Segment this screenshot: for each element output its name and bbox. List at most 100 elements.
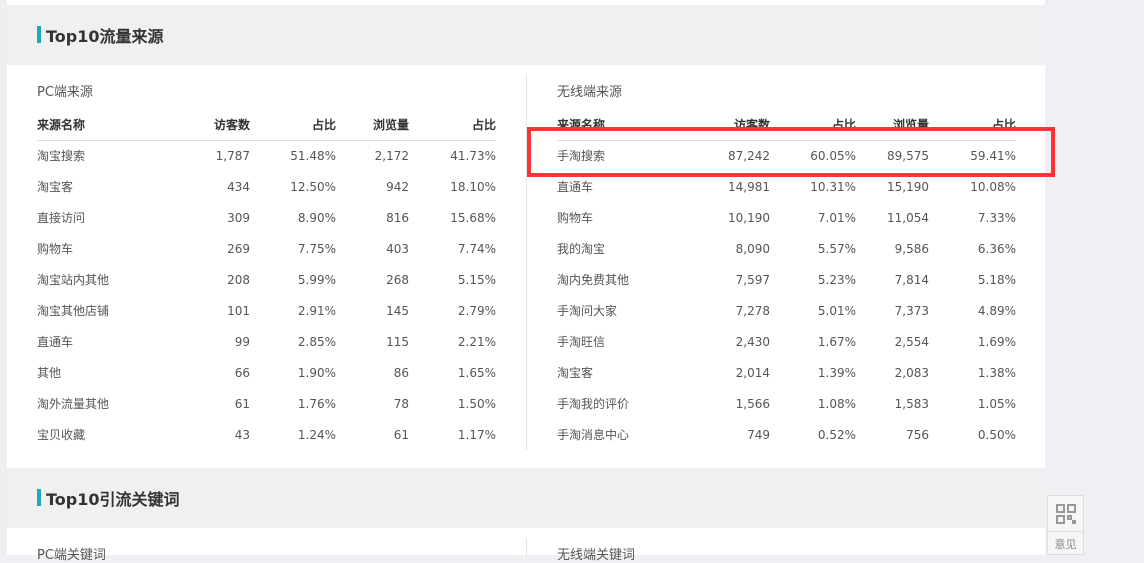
table-cell: 61 [234, 396, 250, 411]
table-cell: 1.69% [977, 334, 1016, 349]
table-cell: 7,597 [735, 272, 770, 287]
table-cell: 7,373 [894, 303, 929, 318]
table-cell: 1.17% [457, 427, 496, 442]
pc-keywords-label: PC端关键词 [37, 548, 106, 563]
table-cell: 99 [234, 334, 250, 349]
table-row: 直通车 99 2.85% 115 2.21% [37, 326, 496, 357]
table-cell: 手淘搜索 [557, 149, 606, 164]
table-cell: 2,554 [894, 334, 929, 349]
table-cell: 208 [227, 272, 250, 287]
column-header[interactable]: 来源名称 [37, 110, 150, 141]
table-cell: 7.33% [977, 210, 1016, 225]
table-cell: 5.99% [297, 272, 336, 287]
table-cell: 1,787 [215, 148, 250, 163]
pc-sources-table: 来源名称 访客数 占比 浏览量 占比 淘宝搜索 1,787 51.48% 2,172 41.73%… [37, 110, 496, 450]
table-cell: 60.05% [810, 148, 856, 163]
accent-bar [37, 489, 41, 506]
table-cell: 66 [234, 365, 250, 380]
table-cell: 直通车 [557, 180, 594, 194]
table-cell: 15.68% [450, 210, 496, 225]
table-cell: 1.50% [457, 396, 496, 411]
highlight-box [527, 127, 1055, 177]
table-row: 我的淘宝 8,090 5.57% 9,586 6.36% [557, 233, 1016, 264]
table-cell: 淘宝搜索 [37, 149, 86, 164]
table-row: 购物车 10,190 7.01% 11,054 7.33% [557, 202, 1016, 233]
section-title: Top10流量来源 [46, 27, 164, 46]
table-row: 淘外流量其他 61 1.76% 78 1.50% [37, 388, 496, 419]
column-header[interactable]: 访客数 [150, 110, 250, 141]
table-cell: 1.08% [817, 396, 856, 411]
table-cell: 5.23% [817, 272, 856, 287]
table-cell: 1,566 [735, 396, 770, 411]
table-row: 宝贝收藏 43 1.24% 61 1.17% [37, 419, 496, 450]
table-cell: 7.75% [297, 241, 336, 256]
table-cell: 7.74% [457, 241, 496, 256]
feedback-button[interactable]: 意见 [1047, 495, 1084, 555]
table-cell: 10.31% [810, 179, 856, 194]
wireless-keywords-label: 无线端关键词 [557, 548, 636, 563]
column-divider [526, 75, 527, 450]
table-row: 手淘问大家 7,278 5.01% 7,373 4.89% [557, 295, 1016, 326]
table-cell: 1.39% [817, 365, 856, 380]
table-cell: 87,242 [728, 148, 770, 163]
table-cell: 手淘问大家 [557, 304, 618, 318]
table-cell: 0.52% [817, 427, 856, 442]
table-row: 淘宝其他店铺 101 2.91% 145 2.79% [37, 295, 496, 326]
table-cell: 61 [393, 427, 409, 442]
table-cell: 7,278 [735, 303, 770, 318]
table-cell: 18.10% [450, 179, 496, 194]
table-cell: 1.90% [297, 365, 336, 380]
table-cell: 51.48% [290, 148, 336, 163]
table-cell: 淘宝其他店铺 [37, 304, 110, 318]
table-cell: 2.91% [297, 303, 336, 318]
table-cell: 9,586 [894, 241, 929, 256]
table-cell: 145 [386, 303, 409, 318]
table-cell: 434 [227, 179, 250, 194]
table-cell: 115 [386, 334, 409, 349]
table-cell: 0.50% [977, 427, 1016, 442]
qr-code-icon[interactable] [1048, 496, 1083, 532]
table-row: 淘宝客 434 12.50% 942 18.10% [37, 171, 496, 202]
section-header-keywords: Top10引流关键词 [7, 468, 1045, 528]
table-row: 直接访问 309 8.90% 816 15.68% [37, 202, 496, 233]
table-cell: 淘外流量其他 [37, 397, 110, 411]
table-row: 手淘我的评价 1,566 1.08% 1,583 1.05% [557, 388, 1016, 419]
table-cell: 2,014 [735, 365, 770, 380]
table-cell: 5.15% [457, 272, 496, 287]
table-cell: 宝贝收藏 [37, 428, 86, 442]
column-header[interactable]: 占比 [409, 110, 496, 141]
table-cell: 1.65% [457, 365, 496, 380]
column-divider [526, 538, 527, 558]
table-cell: 直通车 [37, 335, 74, 349]
table-cell: 269 [227, 241, 250, 256]
section-header-traffic-sources: Top10流量来源 [7, 5, 1045, 65]
table-cell: 1.24% [297, 427, 336, 442]
table-row: 手淘旺信 2,430 1.67% 2,554 1.69% [557, 326, 1016, 357]
table-cell: 403 [386, 241, 409, 256]
table-cell: 816 [386, 210, 409, 225]
table-cell: 2,083 [894, 365, 929, 380]
column-header[interactable]: 浏览量 [336, 110, 409, 141]
table-cell: 手淘消息中心 [557, 428, 630, 442]
table-cell: 5.57% [817, 241, 856, 256]
table-cell: 14,981 [728, 179, 770, 194]
table-cell: 2,430 [735, 334, 770, 349]
table-cell: 1.05% [977, 396, 1016, 411]
column-header[interactable]: 占比 [250, 110, 336, 141]
table-cell: 7,814 [894, 272, 929, 287]
table-row: 手淘搜索 87,242 60.05% 89,575 59.41% [557, 140, 1016, 171]
table-cell: 41.73% [450, 148, 496, 163]
table-cell: 78 [393, 396, 409, 411]
table-cell: 其他 [37, 366, 62, 380]
table-cell: 10.08% [970, 179, 1016, 194]
table-cell: 101 [227, 303, 250, 318]
table-cell: 1,583 [894, 396, 929, 411]
table-cell: 5.01% [817, 303, 856, 318]
table-cell: 749 [747, 427, 770, 442]
table-cell: 4.89% [977, 303, 1016, 318]
column-header[interactable]: 占比 [770, 110, 856, 141]
table-cell: 15,190 [887, 179, 929, 194]
table-cell: 1.67% [817, 334, 856, 349]
table-cell: 淘宝站内其他 [37, 273, 110, 287]
table-cell: 7.01% [817, 210, 856, 225]
